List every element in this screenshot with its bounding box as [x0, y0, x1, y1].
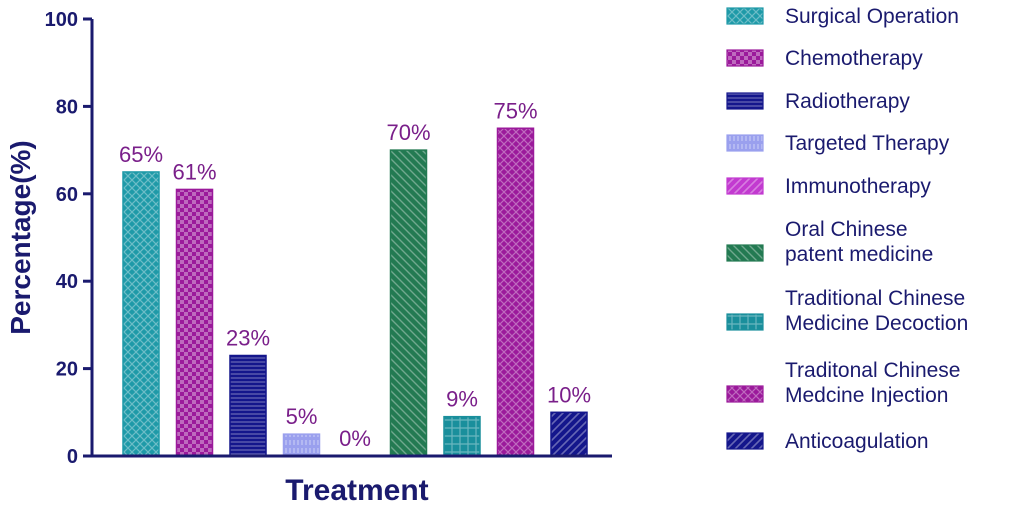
- data-label-1: 61%: [172, 159, 216, 184]
- legend-label-2-0: Radiotherapy: [785, 90, 910, 113]
- legend-label-8-0: Anticoagulation: [785, 430, 929, 453]
- bar-6: [443, 415, 481, 457]
- legend-item-0: Surgical Operation: [726, 5, 959, 28]
- legend-item-2: Radiotherapy: [726, 90, 910, 113]
- bar-2: [229, 354, 267, 457]
- legend-item-8: Anticoagulation: [726, 430, 929, 453]
- bar-3: [282, 433, 321, 457]
- legend-label-7-1: Medcine Injection: [785, 384, 948, 407]
- legend-label-0-0: Surgical Operation: [785, 5, 959, 28]
- data-label-0: 65%: [119, 142, 163, 167]
- legend-item-1: Chemotherapy: [726, 47, 923, 70]
- bar-5: [389, 149, 428, 457]
- y-tick-label-5: 100: [45, 9, 78, 31]
- bar-1: [175, 188, 214, 457]
- data-label-2: 23%: [226, 325, 270, 350]
- y-tick-label-3: 60: [56, 184, 78, 206]
- data-label-6: 9%: [446, 387, 478, 412]
- data-label-4: 0%: [339, 426, 371, 451]
- data-label-5: 70%: [386, 120, 430, 145]
- y-tick-label-2: 40: [56, 271, 78, 293]
- legend-swatch-2: [726, 92, 764, 110]
- bar-7: [496, 127, 535, 457]
- legend-label-6-1: Medicine Decoction: [785, 312, 968, 335]
- legend-item-4: Immunotherapy: [726, 175, 931, 198]
- legend-swatch-8: [726, 432, 764, 450]
- legend: Surgical Operation Chemotherapy Radiothera…: [726, 5, 968, 453]
- y-tick-label-4: 80: [56, 96, 78, 118]
- y-axis-title: Percentage(%): [5, 140, 36, 335]
- bar-0: [122, 171, 160, 457]
- legend-swatch-6: [726, 313, 764, 331]
- legend-swatch-7: [726, 385, 764, 403]
- data-label-8: 10%: [547, 382, 591, 407]
- legend-label-1-0: Chemotherapy: [785, 47, 923, 70]
- legend-label-5-0: Oral Chinese: [785, 218, 908, 241]
- legend-item-3: Targeted Therapy: [726, 132, 950, 155]
- legend-swatch-1: [726, 49, 764, 67]
- axes-layer: [90, 19, 612, 458]
- y-tick-label-1: 20: [56, 359, 78, 381]
- x-axis-title: Treatment: [285, 474, 428, 507]
- legend-swatch-0: [726, 7, 764, 25]
- bars-layer: [122, 127, 588, 457]
- legend-label-6-0: Traditional Chinese: [785, 287, 965, 310]
- legend-label-5-1: patent medicine: [785, 243, 933, 266]
- bar-8: [550, 411, 588, 457]
- data-labels-layer: 65% 61% 23% 5% 0% 70% 9% 75% 10%: [119, 98, 591, 451]
- y-tick-label-0: 0: [67, 446, 78, 468]
- legend-label-4-0: Immunotherapy: [785, 175, 931, 198]
- legend-swatch-4: [726, 177, 764, 195]
- legend-swatch-5: [726, 244, 764, 262]
- legend-swatch-3: [726, 134, 764, 152]
- y-ticks-layer: 0 20 40 60 80 100: [45, 9, 92, 468]
- legend-label-3-0: Targeted Therapy: [785, 132, 950, 155]
- data-label-3: 5%: [286, 404, 318, 429]
- legend-label-7-0: Traditonal Chinese: [785, 359, 961, 382]
- data-label-7: 75%: [493, 98, 537, 123]
